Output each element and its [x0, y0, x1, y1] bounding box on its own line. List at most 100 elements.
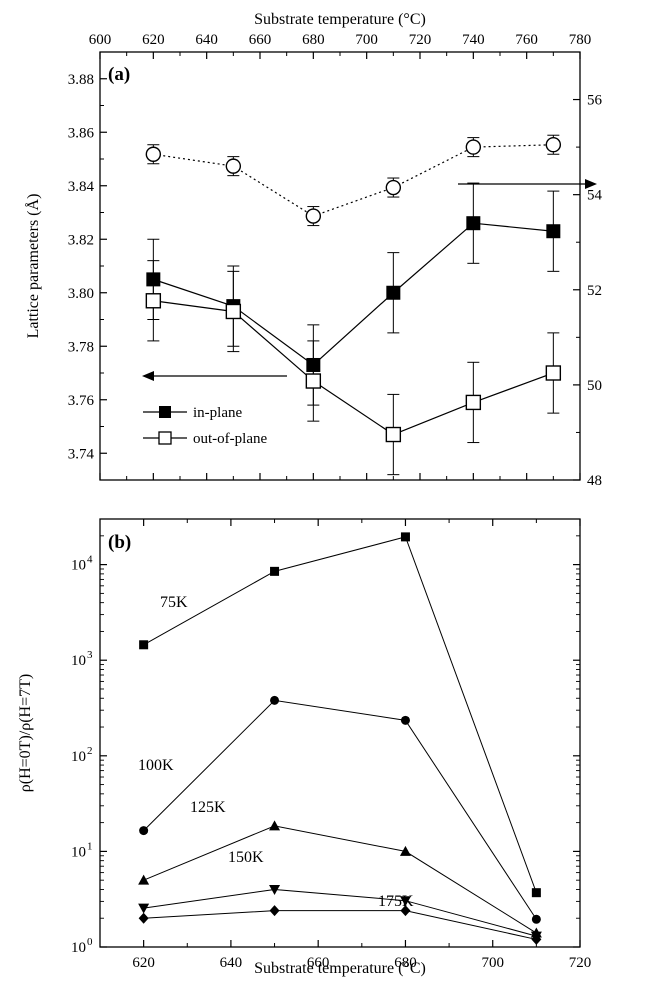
panel-b-point-100k [270, 695, 280, 705]
out-of-plane-point [305, 373, 322, 389]
panel-a-ticks: 600 620 640 660 680 700 720 740 760 780 3.74 3.76 3.… [68, 32, 603, 489]
panel-b-series-line-75k [143, 536, 537, 893]
panel-b-frame [99, 518, 581, 948]
series-label-100k: 100K [138, 757, 174, 774]
in-plane-point [466, 216, 481, 231]
panel-b-series-line-125k [143, 825, 537, 934]
panel-a-marks [145, 134, 562, 476]
panel-a-x-tick-label: 620 [142, 32, 165, 48]
right-axis-arrow [458, 179, 597, 189]
panel-a: Substrate temperature (°C) Lattice param… [24, 11, 603, 489]
panel-b-x-tick-label: 640 [220, 955, 243, 971]
panel-b-y-tick-exponent: 1 [87, 840, 93, 852]
panel-a-y-axis-title: Lattice parameters (Å) [24, 194, 42, 339]
panel-b-point-150k [138, 903, 150, 914]
panel-a-x-tick-label: 700 [355, 32, 378, 48]
panel-b-y-tick-exponent: 2 [87, 745, 93, 757]
right-axis-point [225, 158, 242, 174]
legend-label-in-plane: in-plane [193, 405, 242, 421]
legend-label-out-of-plane: out-of-plane [193, 431, 267, 447]
panel-b-point-75k [531, 888, 541, 898]
panel-a-top-axis-title: Substrate temperature (°C) [254, 11, 426, 28]
panel-a-series-line-1 [153, 300, 554, 436]
out-of-plane-point [545, 365, 562, 381]
panel-b-x-tick-label: 700 [481, 955, 504, 971]
panel-b-y-tick-label: 10 [71, 844, 86, 860]
panel-b-tag: (b) [108, 532, 131, 553]
right-axis-point [305, 208, 322, 224]
left-axis-arrow [142, 371, 287, 381]
panel-a-y-tick-label: 3.82 [68, 232, 94, 248]
out-of-plane-point [145, 293, 162, 309]
panel-b-y-tick-label: 10 [71, 749, 86, 765]
panel-a-series-line-0 [153, 222, 554, 366]
panel-a-x-tick-label: 720 [409, 32, 432, 48]
panel-b-y-tick-exponent: 0 [87, 936, 93, 948]
panel-a-y-tick-label: 3.86 [68, 125, 95, 141]
panel-b-x-tick-label: 660 [307, 955, 330, 971]
right-axis-point [545, 137, 562, 153]
panel-b-x-tick-label: 720 [569, 955, 592, 971]
panel-a-y-tick-label: 3.76 [68, 393, 95, 409]
panel-a-y-tick-label: 3.84 [68, 179, 95, 195]
panel-a-frame [99, 51, 581, 481]
panel-b-marks [138, 532, 542, 945]
panel-b-point-150k [399, 896, 411, 907]
panel-b-x-tick-label: 680 [394, 955, 417, 971]
panel-b-point-125k [138, 874, 150, 885]
in-plane-point [546, 224, 561, 239]
panel-b-point-175k [531, 933, 542, 945]
panel-b-point-75k [400, 532, 410, 542]
panel-b-point-175k [269, 905, 280, 917]
panel-a-y2-tick-label: 50 [587, 378, 602, 394]
panel-b-point-175k [400, 905, 411, 917]
legend-entry-in-plane: in-plane [143, 405, 242, 421]
panel-a-tag: (a) [108, 64, 130, 85]
panel-a-x-tick-label: 600 [89, 32, 112, 48]
series-label-75k: 75K [160, 594, 188, 611]
panel-b-series-labels: 75K 100K 125K 150K 175K [138, 594, 414, 910]
right-axis-point [385, 179, 402, 196]
panel-b-y-tick-exponent: 4 [87, 554, 93, 566]
right-axis-point [465, 139, 482, 155]
panel-a-x-tick-label: 760 [515, 32, 538, 48]
right-axis-point [145, 146, 162, 162]
panel-b: Substrate temperature (°C) ρ(H=0T)/ρ(H=7… [17, 518, 592, 977]
series-label-125k: 125K [190, 799, 226, 816]
panel-a-y2-tick-label: 56 [587, 93, 603, 109]
panel-a-y2-tick-label: 52 [587, 283, 602, 299]
panel-a-y-tick-label: 3.74 [68, 446, 95, 462]
panel-b-series-line-100k [143, 699, 537, 920]
panel-a-y-tick-label: 3.78 [68, 339, 94, 355]
panel-b-x-tick-label: 620 [132, 955, 155, 971]
panel-b-point-175k [138, 912, 149, 924]
out-of-plane-point [225, 303, 242, 320]
panel-b-y-tick-label: 10 [71, 940, 86, 956]
panel-a-x-tick-label: 780 [569, 32, 592, 48]
panel-b-series-line-150k [143, 888, 537, 937]
legend: in-plane out-of-plane [143, 405, 267, 447]
panel-b-y-tick-label: 10 [71, 558, 86, 574]
panel-a-series-line-2 [153, 144, 554, 217]
panel-a-y2-tick-label: 48 [587, 473, 602, 489]
panel-a-x-tick-label: 680 [302, 32, 325, 48]
panel-a-x-tick-label: 640 [195, 32, 218, 48]
out-of-plane-point [465, 394, 482, 411]
out-of-plane-point [385, 426, 402, 443]
series-label-150k: 150K [228, 849, 264, 866]
panel-b-x-axis-title: Substrate temperature (°C) [254, 960, 426, 977]
legend-entry-out-of-plane: out-of-plane [143, 431, 267, 447]
panel-b-point-75k [139, 640, 149, 650]
panel-b-point-100k [139, 826, 149, 836]
panel-b-point-100k [400, 715, 410, 725]
series-label-175k: 175K [378, 893, 414, 910]
panel-a-x-tick-label: 660 [249, 32, 272, 48]
panel-b-point-100k [531, 914, 541, 924]
panel-b-point-150k [269, 884, 281, 895]
panel-b-y-tick-exponent: 3 [87, 649, 93, 661]
panel-b-point-125k [399, 845, 411, 856]
panel-b-point-125k [269, 820, 281, 831]
panel-b-y-axis-title: ρ(H=0T)/ρ(H=7T) [17, 674, 34, 792]
